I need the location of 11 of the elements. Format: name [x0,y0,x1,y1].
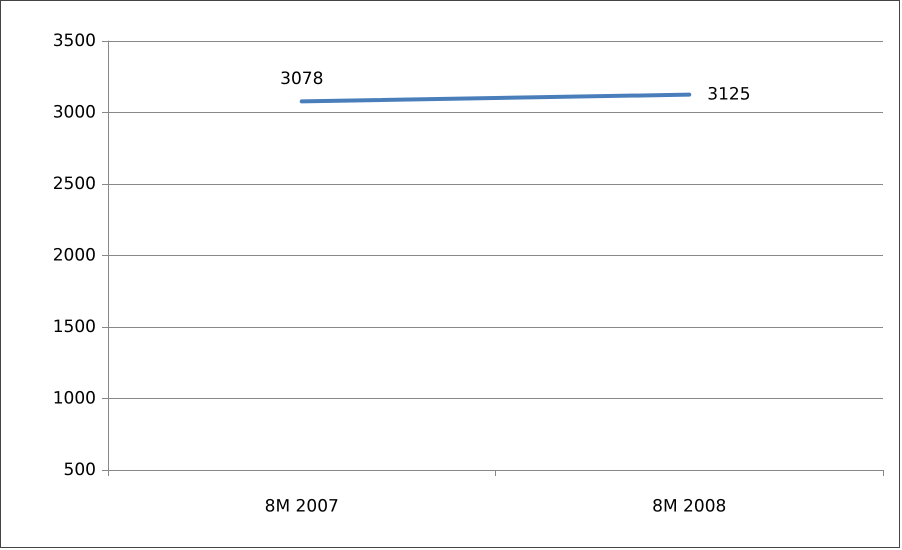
data-label: 3078 [280,68,324,89]
y-tick-label: 3000 [52,102,96,122]
y-tick-label: 2500 [52,174,96,194]
y-tick-label: 2000 [52,246,96,266]
y-tick-label: 500 [64,460,96,480]
y-tick-label: 3500 [52,31,96,51]
data-label: 3125 [707,84,751,105]
y-tick-label: 1000 [52,388,96,408]
x-tick-label: 8M 2007 [264,496,339,516]
x-tick-label: 8M 2008 [652,496,726,516]
y-tick-label: 1500 [52,317,96,337]
